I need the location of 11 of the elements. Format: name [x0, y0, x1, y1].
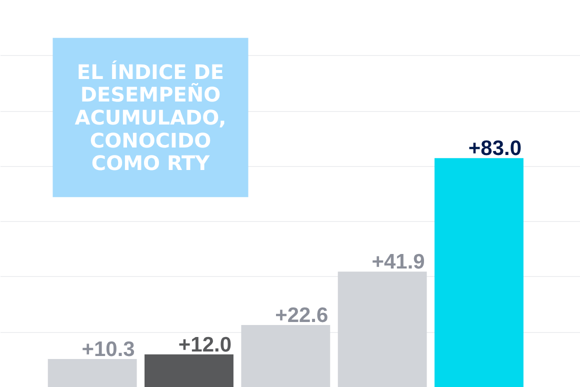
data-label: +12.0: [178, 333, 232, 356]
bar: [144, 354, 234, 387]
data-label: +22.6: [275, 304, 328, 328]
bar: [48, 359, 137, 387]
bar: [241, 325, 330, 387]
data-label: +83.0: [468, 137, 522, 160]
bar: [434, 158, 524, 387]
data-label: +41.9: [372, 250, 425, 274]
data-label: +10.3: [82, 338, 135, 362]
bar: [338, 272, 427, 387]
text: EL ÍNDICE DE DESEMPEÑO ACUMULADO, CONOCIDO COMO RTY: [74, 60, 226, 176]
